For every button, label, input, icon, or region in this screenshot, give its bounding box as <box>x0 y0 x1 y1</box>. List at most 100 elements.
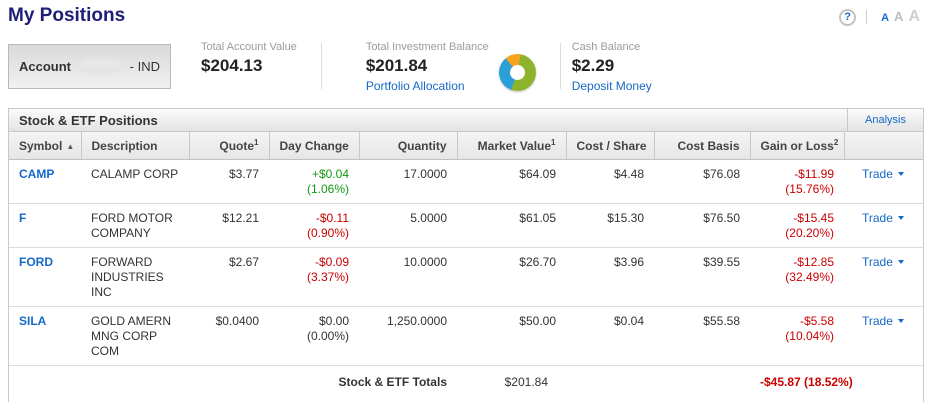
cash-balance-value: $2.29 <box>571 56 615 75</box>
column-header-gain-loss[interactable]: Gain or Loss2 <box>749 132 844 160</box>
gain-loss-pct: (10.04%) <box>785 329 834 343</box>
quantity-value: 5.0000 <box>359 203 457 248</box>
total-investment-balance-total-value: $201.84 <box>457 398 566 402</box>
table-header-row: Symbol ▲ Description Quote1 Day Change Qu… <box>9 132 923 160</box>
controls-divider <box>866 10 868 24</box>
positions-table: Symbol ▲ Description Quote1 Day Change Qu… <box>9 132 923 402</box>
cash-balance-label: Cash Balance <box>571 41 641 53</box>
cost-basis: $76.08 <box>654 159 750 204</box>
font-size-controls: A A A <box>876 8 920 26</box>
cost-basis: $55.58 <box>654 306 750 366</box>
column-header-cost-basis[interactable]: Cost Basis <box>653 132 750 160</box>
trade-button[interactable]: Trade <box>862 211 904 225</box>
gain-loss-pct: (32.49%) <box>785 270 834 284</box>
gain-loss: -$12.85 (32.49%) <box>760 255 834 285</box>
symbol-link[interactable]: SILA <box>19 314 47 328</box>
column-label: Symbol <box>19 138 63 153</box>
analysis-cell: Analysis <box>847 109 923 131</box>
trade-caret-icon <box>897 172 904 176</box>
gain-loss-amount: -$5.58 <box>799 314 834 328</box>
trade-button[interactable]: Trade <box>862 314 904 328</box>
market-value: $26.70 <box>457 247 566 307</box>
top-bar: My Positions ? A A A <box>8 5 924 27</box>
sort-asc-icon: ▲ <box>66 141 75 151</box>
gain-loss: -$15.45 (20.20%) <box>760 211 834 241</box>
portfolio-allocation-link[interactable]: Portfolio Allocation <box>365 79 465 93</box>
quote-value: $12.21 <box>189 203 269 248</box>
footnote-marker: 1 <box>551 138 556 147</box>
day-change-pct: (1.06%) <box>306 182 349 196</box>
footnote-marker: 2 <box>833 138 839 147</box>
symbol-link[interactable]: CAMP <box>19 167 55 181</box>
day-change: +$0.04 (1.06%) <box>279 167 349 197</box>
font-size-small-button[interactable]: A <box>881 12 890 24</box>
account-selector[interactable]: Account - IND <box>8 44 171 89</box>
cost-per-share: $15.30 <box>566 203 654 248</box>
trade-button[interactable]: Trade <box>862 255 904 269</box>
quantity-value: 17.0000 <box>359 159 457 204</box>
position-description: CALAMP CORP <box>81 159 189 204</box>
cost-per-share: $3.96 <box>566 247 654 307</box>
gain-loss-pct: (20.20%) <box>785 226 834 240</box>
cash-balance-metric: Cash Balance $2.29 Deposit Money <box>572 41 652 93</box>
day-change-pct: (3.37%) <box>306 270 349 284</box>
portfolio-allocation-donut-icon <box>498 53 536 91</box>
column-header-quantity[interactable]: Quantity <box>358 132 457 160</box>
gain-loss-amount: -$12.85 <box>793 255 834 269</box>
trade-label: Trade <box>862 255 893 269</box>
summary-divider <box>559 43 561 89</box>
total-account-value-metric: Total Account Value $204.13 <box>201 41 297 79</box>
column-header-description[interactable]: Description <box>80 132 189 160</box>
gain-loss-amount: -$15.45 <box>793 211 834 225</box>
trade-caret-icon <box>897 319 904 323</box>
gain-loss: -$5.58 (10.04%) <box>760 314 834 344</box>
table-row: F FORD MOTOR COMPANY $12.21 -$0.11 (0.90%… <box>9 203 923 248</box>
analysis-link[interactable]: Analysis <box>865 114 906 126</box>
total-investment-balance-total-label: Total Investment Balance <box>9 398 457 402</box>
cost-per-share: $0.04 <box>566 306 654 366</box>
symbol-link[interactable]: F <box>19 211 27 225</box>
total-account-value-label: Total Account Value <box>201 41 297 53</box>
total-account-value: $204.13 <box>201 56 263 75</box>
column-header-market-value[interactable]: Market Value1 <box>456 132 566 160</box>
stock-etf-totals-label: Stock & ETF Totals <box>338 375 447 389</box>
positions-panel-title: Stock & ETF Positions <box>19 112 158 128</box>
quote-value: $3.77 <box>189 159 269 204</box>
stock-etf-totals-market-value: $201.84 <box>504 375 548 389</box>
table-row: CAMP CALAMP CORP $3.77 +$0.04 (1.06%) 17.… <box>9 159 923 204</box>
account-number-redacted <box>79 60 122 73</box>
column-label: Market Value <box>477 139 552 153</box>
day-change: $0.00 (0.00%) <box>279 314 349 344</box>
day-change-amount: +$0.04 <box>311 167 349 181</box>
symbol-link[interactable]: FORD <box>19 255 53 269</box>
positions-panel: Stock & ETF Positions Analysis Symbol ▲ D… <box>8 108 924 402</box>
cost-basis: $39.55 <box>654 247 750 307</box>
day-change-pct: (0.00%) <box>306 329 349 343</box>
stock-etf-totals-gain-loss: -$45.87 (18.52%) <box>760 375 853 389</box>
trade-button[interactable]: Trade <box>862 167 904 181</box>
quantity-value: 10.0000 <box>359 247 457 307</box>
table-row: SILA GOLD AMERN MNG CORP COM $0.0400 $0.… <box>9 306 923 366</box>
gain-loss-pct: (15.76%) <box>785 182 834 196</box>
position-description: FORD MOTOR COMPANY <box>81 203 189 248</box>
font-size-medium-button[interactable]: A <box>894 9 904 24</box>
day-change: -$0.11 (0.90%) <box>279 211 349 241</box>
page-title: My Positions <box>8 5 126 26</box>
stock-etf-totals-row: Stock & ETF Totals $201.84 -$45.87 (18.5… <box>9 366 923 399</box>
trade-label: Trade <box>862 211 893 225</box>
column-header-quote[interactable]: Quote1 <box>188 132 269 160</box>
column-header-day-change[interactable]: Day Change <box>268 132 359 160</box>
trade-caret-icon <box>897 216 904 220</box>
font-size-large-button[interactable]: A <box>908 8 920 25</box>
footnote-marker: 1 <box>254 138 259 147</box>
column-label: Quote <box>219 139 255 153</box>
day-change-amount: $0.00 <box>318 314 349 328</box>
position-description: FORWARD INDUSTRIES INC <box>81 247 189 307</box>
market-value: $50.00 <box>457 306 566 366</box>
column-header-symbol[interactable]: Symbol ▲ <box>9 132 81 160</box>
column-header-cost-share[interactable]: Cost / Share <box>565 132 654 160</box>
deposit-money-link[interactable]: Deposit Money <box>571 79 652 93</box>
account-type: - IND <box>129 59 160 74</box>
help-icon[interactable]: ? <box>839 8 857 26</box>
trade-label: Trade <box>862 314 893 328</box>
